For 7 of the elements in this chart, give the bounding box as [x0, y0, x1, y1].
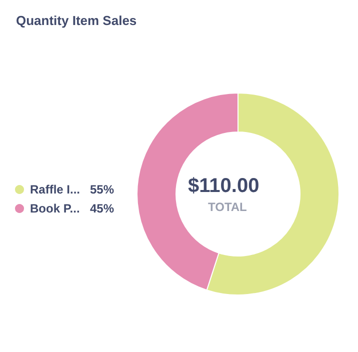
- text: TOTAL: [208, 200, 247, 214]
- data-label: 55%: [90, 182, 114, 196]
- legend-label: Raffle I...: [30, 182, 80, 196]
- text: $110.00: [188, 175, 260, 197]
- chart-title: Quantity Item Sales: [16, 13, 137, 28]
- data-label: 45%: [90, 202, 114, 216]
- legend-label: Book P...: [30, 202, 80, 216]
